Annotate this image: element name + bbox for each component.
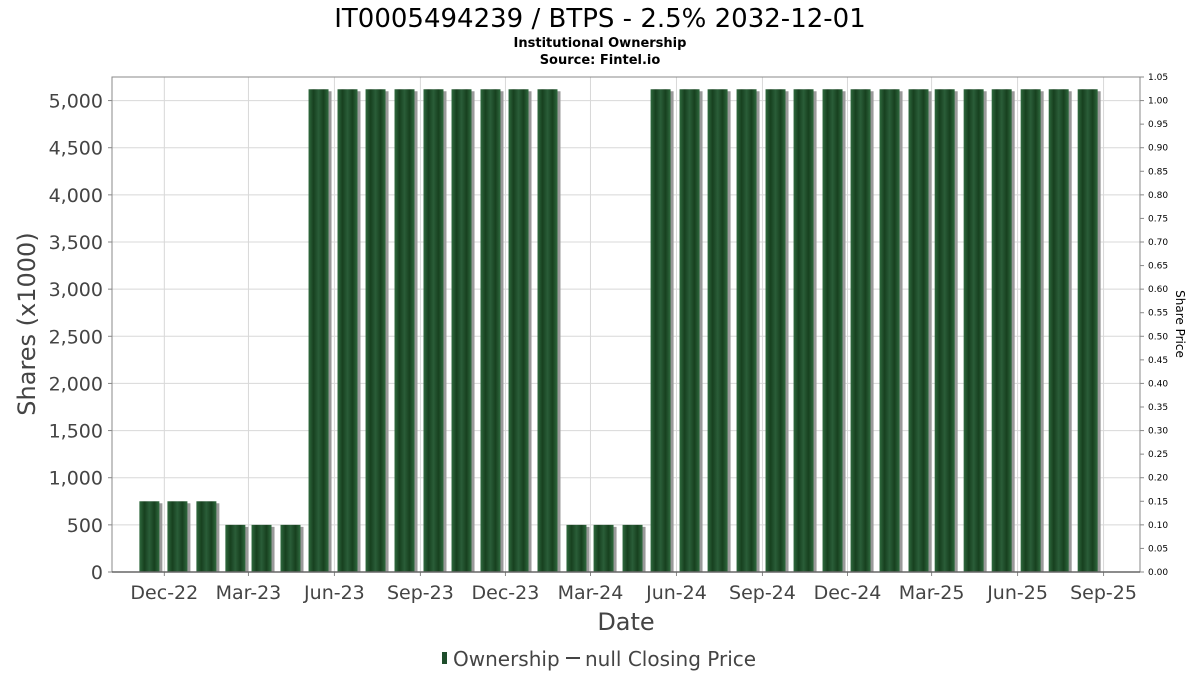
grid	[112, 77, 1140, 573]
ownership-bar	[679, 89, 700, 572]
y2-tick-label: 0.05	[1148, 544, 1168, 554]
y2-tick-label: 0.00	[1148, 568, 1168, 578]
ownership-bar	[650, 89, 671, 572]
x-tick-label: Mar-25	[899, 582, 965, 604]
ownership-bar	[850, 89, 871, 572]
x-tick-label: Dec-23	[472, 582, 540, 604]
legend-ownership-marker	[442, 652, 447, 664]
ownership-bar	[423, 89, 444, 572]
ownership-bar	[566, 524, 587, 572]
ownership-bar	[196, 501, 217, 572]
ownership-bar	[1048, 89, 1069, 572]
bars	[139, 89, 1101, 572]
x-axis-label: Date	[597, 608, 654, 636]
chart-title: IT0005494239 / BTPS - 2.5% 2032-12-01	[334, 4, 866, 34]
y2-tick-label: 1.00	[1148, 97, 1168, 107]
ownership-bar	[622, 524, 643, 572]
x-tick-label: Jun-23	[303, 582, 365, 604]
ownership-bar	[793, 89, 814, 572]
ownership-bar	[991, 89, 1012, 572]
y2-tick-label: 0.40	[1148, 379, 1168, 389]
y2-tick-label: 0.55	[1148, 309, 1168, 319]
x-tick-label: Mar-23	[216, 582, 282, 604]
ownership-bar	[280, 524, 301, 572]
y2-tick-label: 0.80	[1148, 191, 1168, 201]
y2-tick-label: 0.85	[1148, 167, 1168, 177]
x-tick-label: Mar-24	[558, 582, 624, 604]
y2-tick-label: 1.05	[1148, 73, 1168, 83]
legend-price-label: null Closing Price	[585, 647, 756, 671]
ownership-bar	[251, 524, 272, 572]
ownership-bar	[879, 89, 900, 572]
y-tick-label: 500	[67, 515, 103, 537]
x-tick-label: Jun-24	[645, 582, 707, 604]
ownership-bar	[480, 89, 501, 572]
y2-tick-label: 0.25	[1148, 450, 1168, 460]
ownership-bar	[908, 89, 929, 572]
y2-axis-ticks: 0.00 0.05 0.10 0.15 0.20 0.25 0.30 0.35 0.40 0.45…	[1140, 73, 1168, 578]
x-tick-label: Sep-23	[387, 582, 454, 604]
y2-tick-label: 0.75	[1148, 214, 1168, 224]
x-tick-label: Jun-25	[986, 582, 1048, 604]
ownership-bar	[537, 89, 558, 572]
ownership-bar	[139, 501, 160, 572]
x-axis-ticks: Dec-22 Mar-23 Jun-23 Sep-23 Dec-23 Mar-24 Jun-…	[112, 571, 1140, 604]
y2-tick-label: 0.10	[1148, 521, 1168, 531]
y-tick-label: 2,500	[49, 326, 103, 348]
y2-tick-label: 0.35	[1148, 403, 1168, 413]
y2-tick-label: 0.95	[1148, 120, 1168, 130]
y2-tick-label: 0.20	[1148, 474, 1168, 484]
legend-ownership-label: Ownership	[453, 647, 560, 671]
ownership-bar	[451, 89, 472, 572]
y2-tick-label: 0.15	[1148, 497, 1168, 507]
ownership-bar	[593, 524, 614, 572]
y-tick-label: 4,500	[49, 138, 103, 160]
ownership-bar	[963, 89, 984, 572]
ownership-bar	[765, 89, 786, 572]
y-tick-label: 0	[91, 562, 103, 584]
y2-tick-label: 0.30	[1148, 427, 1168, 437]
y-tick-label: 1,000	[49, 468, 103, 490]
y-tick-label: 3,000	[49, 279, 103, 301]
ownership-bar	[508, 89, 529, 572]
y-tick-label: 2,000	[49, 373, 103, 395]
ownership-bar	[365, 89, 386, 572]
y-tick-label: 1,500	[49, 421, 103, 443]
x-tick-label: Sep-24	[729, 582, 796, 604]
y2-axis-label: Share Price	[1173, 290, 1187, 358]
y2-tick-label: 0.65	[1148, 262, 1168, 272]
chart-subtitle-2: Source: Fintel.io	[540, 53, 661, 68]
ownership-bar	[337, 89, 358, 572]
y-tick-label: 4,000	[49, 185, 103, 207]
x-tick-label: Dec-24	[814, 582, 882, 604]
y-axis-ticks: 0 500 1,000 1,500 2,000 2,500 3,000 3,500 4,000 4…	[49, 91, 112, 584]
ownership-bar	[167, 501, 188, 572]
ownership-bar	[1077, 89, 1098, 572]
ownership-bar	[707, 89, 728, 572]
ownership-bar	[225, 524, 246, 572]
y2-tick-label: 0.60	[1148, 285, 1168, 295]
y-tick-label: 3,500	[49, 232, 103, 254]
x-tick-label: Dec-22	[130, 582, 198, 604]
y2-tick-label: 0.50	[1148, 332, 1168, 342]
ownership-bar	[736, 89, 757, 572]
y-tick-label: 5,000	[49, 91, 103, 113]
y2-tick-label: 0.70	[1148, 238, 1168, 248]
x-tick-label: Sep-25	[1070, 582, 1137, 604]
ownership-bar	[1020, 89, 1041, 572]
ownership-bar	[934, 89, 955, 572]
y2-tick-label: 0.90	[1148, 144, 1168, 154]
legend: Ownership null Closing Price	[442, 647, 756, 671]
ownership-bar	[394, 89, 415, 572]
y2-tick-label: 0.45	[1148, 356, 1168, 366]
chart-subtitle-1: Institutional Ownership	[514, 36, 687, 51]
ownership-bar	[822, 89, 843, 572]
ownership-bar	[308, 89, 329, 572]
y-axis-label: Shares (x1000)	[13, 232, 41, 415]
